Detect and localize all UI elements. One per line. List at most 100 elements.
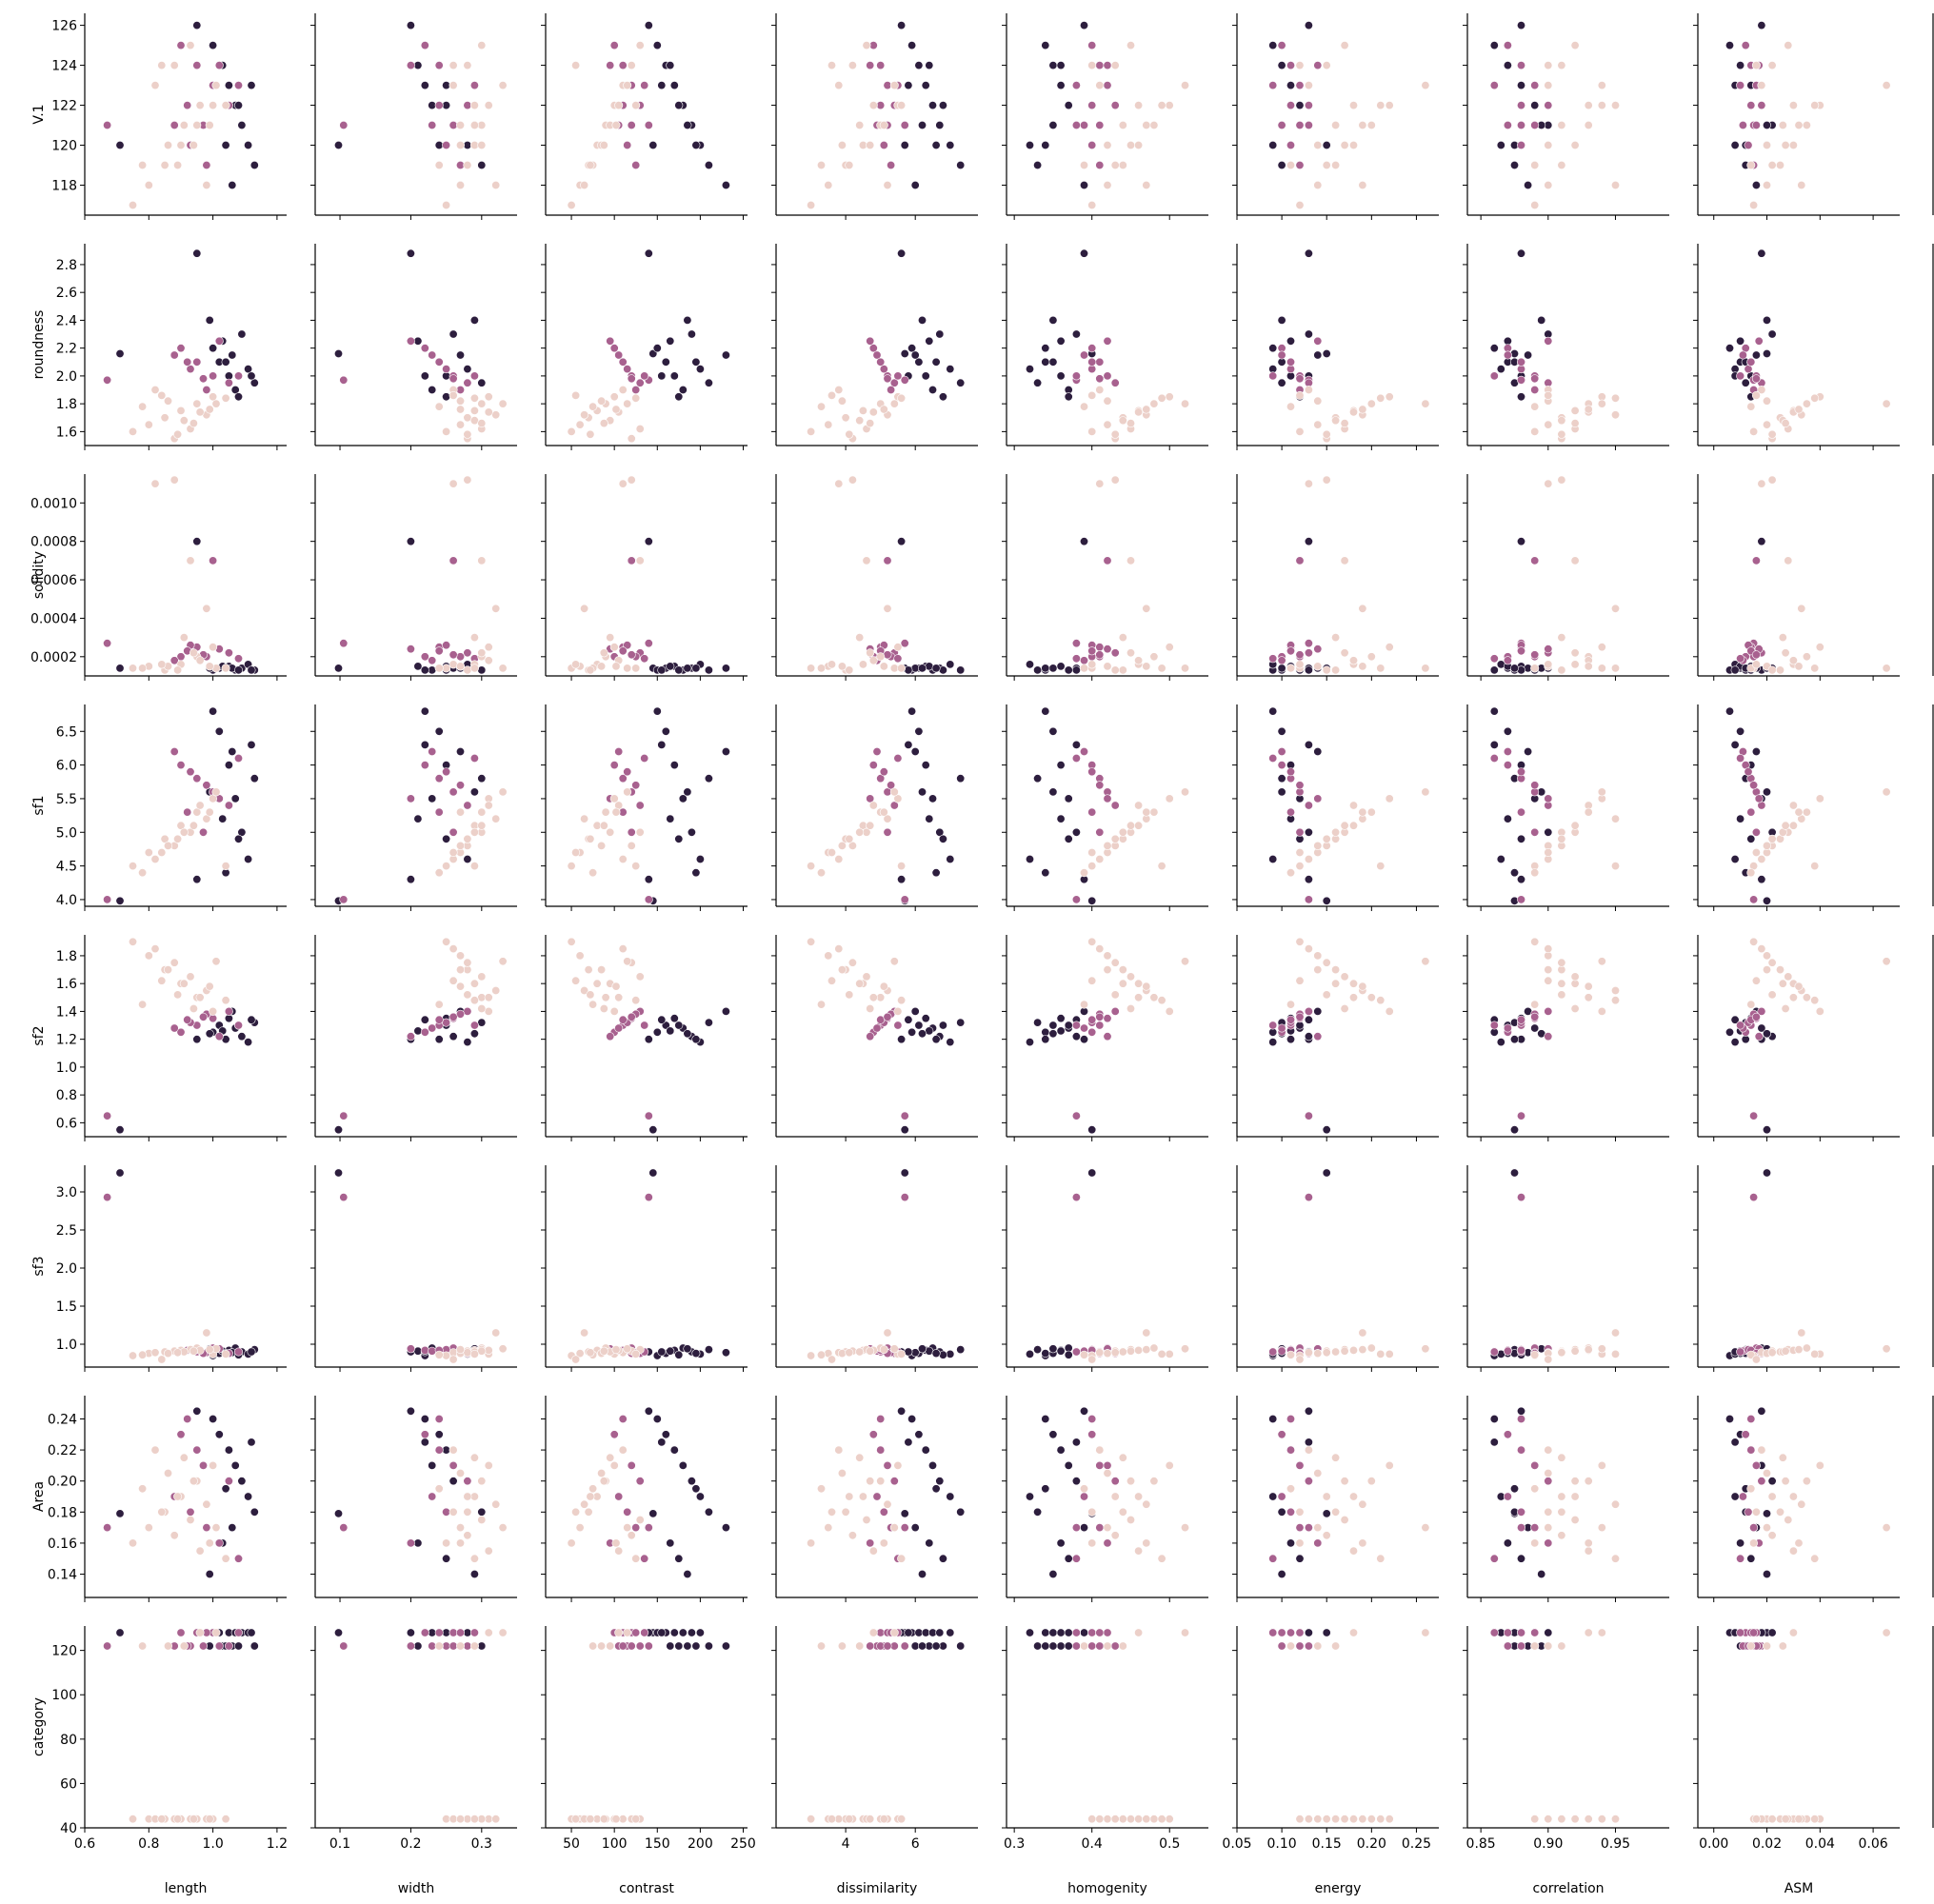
scatter-point xyxy=(442,1507,451,1517)
scatter-point xyxy=(234,1641,244,1651)
scatter-point xyxy=(1763,141,1772,150)
scatter-point xyxy=(1544,420,1553,429)
scatter-point xyxy=(1517,834,1526,843)
scatter-point xyxy=(1510,161,1520,170)
scatter-point xyxy=(469,315,479,325)
scatter-point xyxy=(956,1641,966,1651)
y-tick-label: 0.8 xyxy=(56,1088,77,1103)
scatter-point xyxy=(1313,951,1323,961)
scatter-point xyxy=(627,841,636,850)
scatter-point xyxy=(1611,393,1621,403)
scatter-point xyxy=(644,875,653,884)
scatter-point xyxy=(1048,61,1058,70)
scatter-point xyxy=(1496,854,1505,863)
scatter-point xyxy=(1557,1815,1566,1824)
scatter-point xyxy=(455,405,465,414)
scatter-point xyxy=(189,1346,198,1356)
scatter-point xyxy=(887,385,896,394)
scatter-point xyxy=(1026,660,1035,669)
scatter-point xyxy=(455,652,465,662)
scatter-point xyxy=(1544,81,1553,90)
scatter-point xyxy=(1530,101,1540,110)
scatter-point xyxy=(1087,847,1097,857)
scatter-point xyxy=(691,357,701,367)
scatter-point xyxy=(1322,1509,1331,1518)
scatter-point xyxy=(588,1641,598,1651)
scatter-point xyxy=(1181,1628,1190,1637)
scatter-point xyxy=(228,1523,237,1533)
scatter-point xyxy=(889,1344,899,1354)
scatter-point xyxy=(824,420,833,429)
scatter-point xyxy=(214,1538,224,1548)
x-tick-label: 200 xyxy=(688,1836,713,1852)
scatter-point xyxy=(1489,371,1499,381)
scatter-point xyxy=(1597,1628,1606,1637)
scatter-point xyxy=(164,396,173,406)
y-tick-label: 0.18 xyxy=(48,1505,77,1520)
scatter-point xyxy=(695,1628,705,1637)
scatter-point xyxy=(1080,1406,1089,1416)
scatter-point xyxy=(413,1026,423,1036)
scatter-point xyxy=(1149,1815,1159,1824)
scatter-point xyxy=(1788,821,1798,830)
scatter-point xyxy=(209,1006,218,1016)
scatter-point xyxy=(889,1523,899,1533)
scatter-point xyxy=(103,1193,112,1202)
scatter-point xyxy=(687,827,696,837)
scatter-point xyxy=(580,604,589,613)
scatter-point xyxy=(575,1523,585,1533)
scatter-point xyxy=(1517,392,1526,402)
x-tick-label: 0.20 xyxy=(1357,1836,1386,1852)
scatter-point xyxy=(1295,1641,1305,1651)
scatter-point xyxy=(1557,1641,1566,1651)
scatter-point xyxy=(1095,781,1105,790)
scatter-point xyxy=(176,406,186,415)
scatter-point xyxy=(866,336,875,346)
panel-roundness-vs-dissimilarity xyxy=(771,244,978,450)
scatter-point xyxy=(704,774,713,783)
scatter-point xyxy=(938,392,947,402)
scatter-point xyxy=(855,1347,865,1357)
scatter-point xyxy=(1026,141,1035,150)
scatter-point xyxy=(876,1445,886,1455)
scatter-point xyxy=(463,990,472,1000)
scatter-point xyxy=(847,841,857,850)
scatter-point xyxy=(644,1406,653,1416)
scatter-point xyxy=(1286,807,1296,817)
scatter-point xyxy=(868,1430,878,1439)
scatter-point xyxy=(1110,161,1120,170)
scatter-point xyxy=(1763,951,1772,961)
scatter-point xyxy=(463,1531,472,1540)
scatter-point xyxy=(420,665,429,675)
scatter-point xyxy=(1349,1546,1359,1556)
y-tick-label: 0.16 xyxy=(48,1537,77,1552)
scatter-point xyxy=(635,424,645,433)
scatter-point xyxy=(721,350,730,360)
scatter-point xyxy=(339,1523,349,1533)
scatter-point xyxy=(1741,1430,1750,1439)
scatter-point xyxy=(186,556,195,565)
scatter-point xyxy=(1749,1628,1759,1637)
scatter-point xyxy=(1041,706,1050,716)
scatter-point xyxy=(588,868,598,878)
x-axis-label-energy: energy xyxy=(1315,1881,1362,1896)
scatter-point xyxy=(1725,344,1735,353)
scatter-point xyxy=(661,726,670,736)
scatter-point xyxy=(173,161,183,170)
scatter-point xyxy=(477,807,487,817)
scatter-point xyxy=(1544,1006,1553,1016)
scatter-point xyxy=(1517,141,1526,150)
scatter-point xyxy=(1358,604,1367,613)
scatter-point xyxy=(956,378,966,387)
scatter-point xyxy=(420,1345,429,1355)
scatter-point xyxy=(1741,41,1750,50)
scatter-point xyxy=(1033,1641,1043,1651)
scatter-point xyxy=(893,1021,903,1030)
scatter-point xyxy=(1322,665,1331,675)
y-tick-label: 5.0 xyxy=(56,825,77,841)
scatter-point xyxy=(234,1347,244,1357)
scatter-point xyxy=(1313,965,1323,975)
scatter-point xyxy=(1340,648,1349,658)
scatter-point xyxy=(1736,726,1745,736)
y-tick-label: 0.24 xyxy=(48,1412,77,1427)
